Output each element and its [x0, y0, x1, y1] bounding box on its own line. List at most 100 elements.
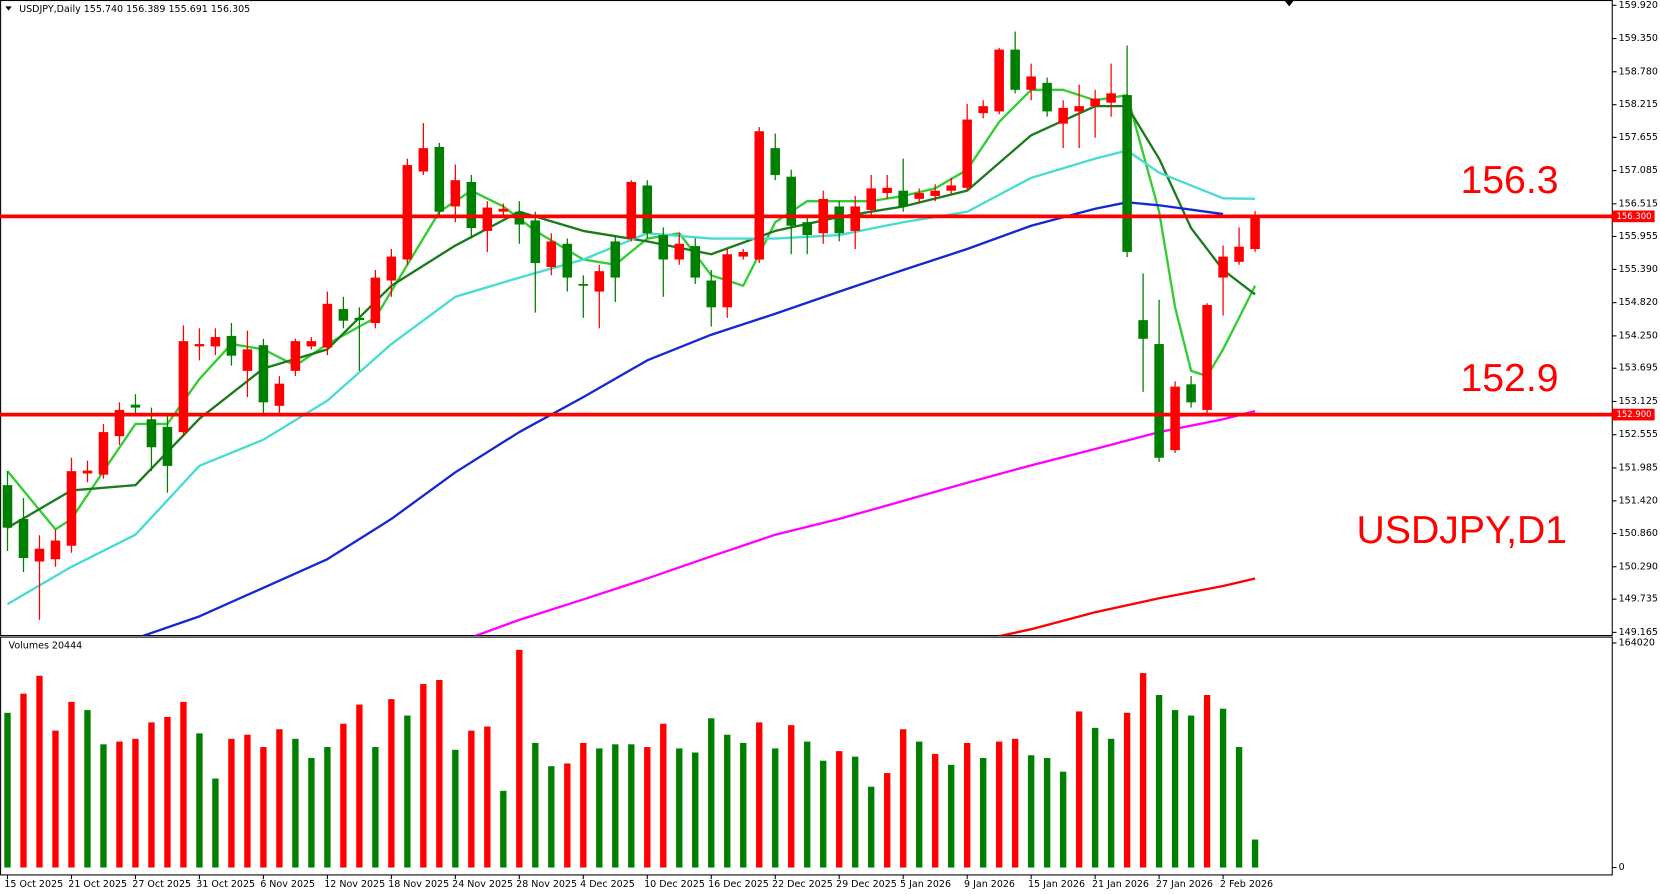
- volume-bar: [20, 693, 27, 868]
- candle-body: [114, 409, 125, 437]
- candle-body: [1106, 93, 1116, 103]
- volume-bar: [740, 742, 747, 868]
- y-tick-label: 153.695: [1619, 363, 1658, 374]
- volume-bar: [468, 730, 475, 868]
- y-tick-label: 157.655: [1619, 132, 1658, 143]
- candle-body: [1074, 106, 1084, 112]
- candle-body: [674, 243, 685, 260]
- candle-body: [354, 317, 365, 321]
- candle-body: [610, 241, 621, 278]
- volume-bar: [1011, 738, 1019, 868]
- volume-bar: [132, 738, 139, 868]
- volume-bar: [1171, 710, 1179, 868]
- moving-average: [472, 409, 1256, 636]
- candle-body: [594, 271, 605, 292]
- candle-body: [290, 341, 301, 371]
- x-tick-label: 31 Oct 2025: [196, 879, 255, 890]
- volume-bar: [548, 766, 555, 868]
- volume-bar: [884, 773, 891, 868]
- y-tick-label: 152.555: [1619, 429, 1658, 440]
- candle-body: [130, 404, 141, 408]
- candle-body: [98, 432, 109, 475]
- x-tick-label: 15 Jan 2026: [1028, 879, 1085, 890]
- volume-bar: [692, 752, 699, 868]
- x-tick-label: 27 Jan 2026: [1156, 879, 1213, 890]
- volume-bar: [1251, 839, 1259, 868]
- y-tick-label: 149.165: [1619, 627, 1658, 638]
- volume-bar: [1043, 757, 1051, 868]
- candle-body: [738, 251, 749, 257]
- candle-body: [658, 235, 669, 260]
- volume-bar: [164, 716, 171, 868]
- candle-body: [210, 337, 221, 347]
- candle-body: [498, 208, 509, 212]
- volume-bar: [324, 747, 331, 868]
- volume-bar: [452, 749, 459, 868]
- x-tick-label: 12 Nov 2025: [324, 879, 385, 890]
- candle-body: [578, 283, 589, 286]
- candle-body: [1250, 216, 1260, 250]
- candle-body: [66, 471, 77, 546]
- volume-bar: [1235, 747, 1243, 868]
- x-tick-label: 5 Jan 2026: [900, 879, 951, 890]
- candle-body: [338, 309, 349, 321]
- volume-bar: [868, 786, 875, 868]
- candle-body: [722, 254, 733, 308]
- volume-bar: [979, 757, 987, 868]
- level-label: 152.9: [1460, 357, 1558, 400]
- volume-plot: [4, 649, 1259, 868]
- candle-body: [866, 188, 876, 210]
- volume-bar: [356, 704, 363, 868]
- volume-bar: [660, 723, 667, 868]
- level-tag: [1612, 210, 1655, 223]
- volume-bar: [68, 701, 75, 868]
- candle-body: [1138, 320, 1148, 339]
- volume-bar: [308, 757, 315, 868]
- candle-body: [1202, 304, 1212, 410]
- volume-bar: [532, 742, 539, 868]
- x-tick-label: 6 Nov 2025: [260, 879, 315, 890]
- volume-bar: [612, 744, 619, 868]
- volume-bar: [820, 760, 827, 868]
- candle-body: [162, 426, 173, 466]
- y-tick-label: 149.735: [1619, 594, 1658, 605]
- y-tick-label: 158.780: [1619, 66, 1658, 77]
- y-tick-label: 155.955: [1619, 231, 1658, 242]
- candle-body: [786, 176, 796, 226]
- volume-bar: [84, 710, 91, 868]
- volume-bar: [836, 751, 843, 868]
- candle-body: [690, 246, 701, 278]
- candle-body: [242, 349, 253, 371]
- volume-bar: [340, 723, 347, 868]
- volume-bar: [500, 790, 507, 868]
- candle-body: [850, 206, 860, 231]
- candle-body: [18, 518, 29, 559]
- chart-header: USDJPY,Daily 155.740 156.389 155.691 156…: [19, 4, 250, 15]
- x-tick-label: 10 Dec 2025: [644, 879, 705, 890]
- x-tick-label: 27 Oct 2025: [132, 879, 191, 890]
- y-tick-label: 150.860: [1619, 528, 1658, 539]
- candle-body: [226, 335, 237, 356]
- volume-bar: [436, 679, 443, 868]
- y-tick-label: 157.085: [1619, 165, 1658, 176]
- candle-body: [802, 222, 812, 236]
- y-tick-label: 156.515: [1619, 198, 1658, 209]
- volume-bar: [1187, 715, 1195, 868]
- volume-bar: [1059, 771, 1067, 868]
- volume-bar: [564, 763, 571, 868]
- candle-body: [706, 280, 717, 308]
- volume-bar: [852, 756, 859, 868]
- candle-body: [466, 181, 477, 229]
- y-tick-label: 154.820: [1619, 297, 1658, 308]
- menu-arrow: [5, 6, 12, 11]
- volume-bar: [580, 742, 587, 868]
- x-tick-label: 24 Nov 2025: [452, 879, 513, 890]
- candle-body: [914, 193, 924, 199]
- volume-bar: [1075, 711, 1083, 868]
- candle-body: [386, 256, 397, 281]
- y-tick-label: 153.125: [1619, 396, 1658, 407]
- candle-body: [1026, 76, 1036, 90]
- volume-bar: [724, 734, 731, 868]
- x-tick-label: 4 Dec 2025: [580, 879, 635, 890]
